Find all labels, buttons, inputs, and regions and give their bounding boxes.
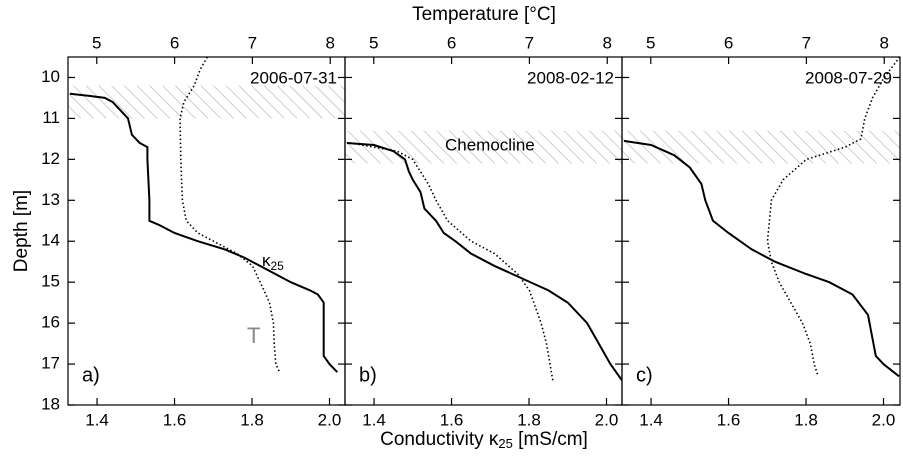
temperature-line [350, 142, 554, 381]
x-tick-label: 1.4 [639, 410, 663, 429]
kappa-part: 25 [271, 259, 285, 273]
x2-tick-label: 7 [248, 33, 257, 52]
chemocline-label: Chemocline [445, 135, 535, 154]
conductivity-line [623, 139, 900, 378]
y-tick-label: 15 [41, 272, 60, 291]
x-tick-label: 1.4 [362, 410, 386, 429]
date-label: 2006-07-31 [250, 68, 337, 87]
x2-tick-label: 7 [802, 33, 811, 52]
x2-tick-label: 6 [170, 33, 179, 52]
conductivity-line [346, 142, 622, 381]
x-axis-label: Conductivity κ25 [mS/cm] [380, 429, 588, 451]
temperature-line [179, 57, 281, 373]
x-tick-label: 1.8 [794, 410, 818, 429]
x-tick-label: 2.0 [595, 410, 619, 429]
panel-label: a) [82, 364, 100, 386]
x2-tick-label: 5 [92, 33, 101, 52]
panel-label: b) [359, 364, 377, 386]
y-tick-label: 18 [41, 394, 60, 413]
date-label: 2008-02-12 [527, 68, 614, 87]
y-tick-label: 12 [41, 149, 60, 168]
chemocline-band [68, 85, 345, 119]
y-tick-label: 16 [41, 313, 60, 332]
plot-area [346, 142, 622, 381]
x-tick-label: 1.4 [85, 410, 109, 429]
date-label: 2008-07-29 [805, 68, 892, 87]
chemocline-band [345, 130, 622, 164]
x2-tick-label: 6 [447, 33, 456, 52]
y-tick-label: 10 [41, 67, 60, 86]
y-tick-label: 13 [41, 190, 60, 209]
x-tick-label: 1.6 [440, 410, 464, 429]
x-tick-label: 1.8 [517, 410, 541, 429]
x-tick-label: 1.8 [240, 410, 264, 429]
temperature-annotation: T [247, 323, 260, 348]
x-axis-label-part: [mS/cm] [513, 429, 588, 450]
plot-frame [344, 56, 623, 406]
x2-tick-label: 7 [525, 33, 534, 52]
x2-axis-label: Temperature [°C] [412, 4, 556, 25]
x2-tick-label: 8 [325, 33, 334, 52]
x2-tick-label: 5 [369, 33, 378, 52]
x-tick-label: 1.6 [163, 410, 187, 429]
x-tick-label: 2.0 [872, 410, 896, 429]
x2-tick-label: 6 [724, 33, 733, 52]
plot-frame [621, 56, 901, 406]
temperature-line [766, 57, 900, 377]
chemocline-band [622, 130, 900, 164]
x-tick-label: 1.6 [717, 410, 741, 429]
x-axis-label-part: 25 [498, 436, 512, 451]
x2-tick-label: 5 [646, 33, 655, 52]
plot-area [623, 57, 900, 378]
plot-area [69, 57, 339, 373]
y-tick-label: 11 [42, 108, 60, 127]
y-tick-label: 14 [41, 231, 60, 250]
x-axis-label-part: Conductivity κ [380, 429, 499, 450]
y-axis-label: Depth [m] [11, 190, 32, 272]
conductivity-line [69, 92, 339, 373]
y-tick-label: 17 [41, 354, 60, 373]
panel-label: c) [636, 364, 653, 386]
x-tick-label: 2.0 [318, 410, 342, 429]
x2-tick-label: 8 [602, 33, 611, 52]
kappa-part: κ [262, 251, 271, 270]
x2-tick-label: 8 [879, 33, 888, 52]
kappa-annotation: κ25 [262, 251, 284, 273]
